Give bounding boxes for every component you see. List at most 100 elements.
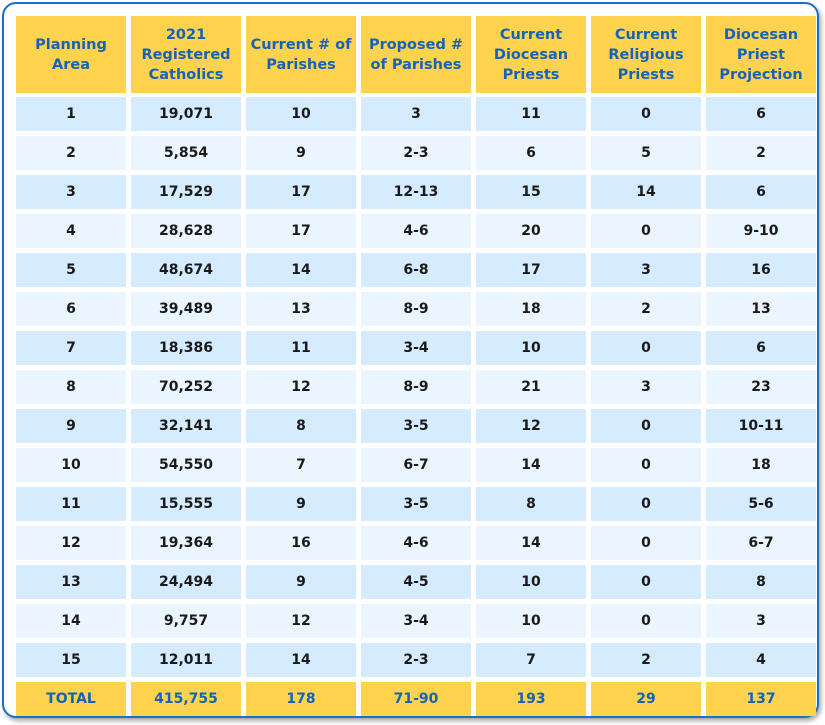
cell-registered-catholics: 28,628: [131, 214, 241, 248]
cell-current-religious-priests: 0: [591, 97, 701, 131]
cell-current-diocesan-priests: 20: [476, 214, 586, 248]
header-current-religious-priests: Current Religious Priests: [591, 16, 701, 93]
cell-registered-catholics: 5,854: [131, 136, 241, 170]
cell-current-parishes: 9: [246, 565, 356, 599]
cell-planning-area: 11: [16, 487, 126, 521]
total-label: TOTAL: [16, 682, 126, 716]
cell-diocesan-priest-projection: 5-6: [706, 487, 816, 521]
cell-planning-area: 13: [16, 565, 126, 599]
cell-registered-catholics: 70,252: [131, 370, 241, 404]
cell-current-diocesan-priests: 8: [476, 487, 586, 521]
cell-proposed-parishes: 8-9: [361, 292, 471, 326]
cell-planning-area: 10: [16, 448, 126, 482]
cell-registered-catholics: 39,489: [131, 292, 241, 326]
cell-current-diocesan-priests: 6: [476, 136, 586, 170]
cell-current-parishes: 17: [246, 175, 356, 209]
cell-proposed-parishes: 4-6: [361, 526, 471, 560]
cell-planning-area: 7: [16, 331, 126, 365]
cell-current-parishes: 12: [246, 370, 356, 404]
cell-current-parishes: 7: [246, 448, 356, 482]
header-current-parishes: Current # of Parishes: [246, 16, 356, 93]
cell-current-diocesan-priests: 11: [476, 97, 586, 131]
cell-proposed-parishes: 6-7: [361, 448, 471, 482]
cell-registered-catholics: 32,141: [131, 409, 241, 443]
cell-proposed-parishes: 12-13: [361, 175, 471, 209]
cell-current-diocesan-priests: 7: [476, 643, 586, 677]
header-diocesan-priest-projection: Diocesan Priest Projection: [706, 16, 816, 93]
cell-registered-catholics: 18,386: [131, 331, 241, 365]
cell-planning-area: 1: [16, 97, 126, 131]
cell-planning-area: 15: [16, 643, 126, 677]
cell-current-parishes: 16: [246, 526, 356, 560]
cell-current-parishes: 10: [246, 97, 356, 131]
total-current-parishes: 178: [246, 682, 356, 716]
total-proposed-parishes: 71-90: [361, 682, 471, 716]
total-current-diocesan-priests: 193: [476, 682, 586, 716]
cell-current-diocesan-priests: 10: [476, 604, 586, 638]
cell-diocesan-priest-projection: 9-10: [706, 214, 816, 248]
cell-current-diocesan-priests: 14: [476, 526, 586, 560]
cell-current-parishes: 17: [246, 214, 356, 248]
cell-current-diocesan-priests: 12: [476, 409, 586, 443]
cell-registered-catholics: 48,674: [131, 253, 241, 287]
cell-current-religious-priests: 0: [591, 526, 701, 560]
cell-planning-area: 5: [16, 253, 126, 287]
cell-diocesan-priest-projection: 2: [706, 136, 816, 170]
cell-current-parishes: 9: [246, 487, 356, 521]
cell-proposed-parishes: 2-3: [361, 643, 471, 677]
cell-current-religious-priests: 5: [591, 136, 701, 170]
cell-diocesan-priest-projection: 18: [706, 448, 816, 482]
cell-registered-catholics: 12,011: [131, 643, 241, 677]
cell-diocesan-priest-projection: 6: [706, 175, 816, 209]
total-registered-catholics: 415,755: [131, 682, 241, 716]
total-current-religious-priests: 29: [591, 682, 701, 716]
cell-planning-area: 3: [16, 175, 126, 209]
cell-diocesan-priest-projection: 13: [706, 292, 816, 326]
cell-diocesan-priest-projection: 10-11: [706, 409, 816, 443]
cell-current-religious-priests: 3: [591, 370, 701, 404]
cell-registered-catholics: 19,364: [131, 526, 241, 560]
cell-current-diocesan-priests: 10: [476, 565, 586, 599]
cell-registered-catholics: 54,550: [131, 448, 241, 482]
cell-diocesan-priest-projection: 6: [706, 331, 816, 365]
cell-planning-area: 9: [16, 409, 126, 443]
cell-diocesan-priest-projection: 3: [706, 604, 816, 638]
cell-current-diocesan-priests: 14: [476, 448, 586, 482]
cell-current-religious-priests: 0: [591, 604, 701, 638]
cell-diocesan-priest-projection: 6-7: [706, 526, 816, 560]
header-current-diocesan-priests: Current Diocesan Priests: [476, 16, 586, 93]
cell-proposed-parishes: 3-4: [361, 331, 471, 365]
cell-diocesan-priest-projection: 16: [706, 253, 816, 287]
cell-current-religious-priests: 0: [591, 565, 701, 599]
cell-current-religious-priests: 0: [591, 448, 701, 482]
cell-planning-area: 4: [16, 214, 126, 248]
header-planning-area: Planning Area: [16, 16, 126, 93]
cell-current-religious-priests: 0: [591, 214, 701, 248]
cell-current-religious-priests: 14: [591, 175, 701, 209]
cell-planning-area: 6: [16, 292, 126, 326]
cell-registered-catholics: 9,757: [131, 604, 241, 638]
cell-planning-area: 12: [16, 526, 126, 560]
cell-current-parishes: 14: [246, 643, 356, 677]
cell-diocesan-priest-projection: 6: [706, 97, 816, 131]
cell-diocesan-priest-projection: 23: [706, 370, 816, 404]
cell-current-religious-priests: 3: [591, 253, 701, 287]
cell-proposed-parishes: 4-6: [361, 214, 471, 248]
cell-proposed-parishes: 2-3: [361, 136, 471, 170]
cell-registered-catholics: 19,071: [131, 97, 241, 131]
cell-planning-area: 8: [16, 370, 126, 404]
cell-current-religious-priests: 2: [591, 643, 701, 677]
cell-proposed-parishes: 3-5: [361, 409, 471, 443]
cell-registered-catholics: 17,529: [131, 175, 241, 209]
total-diocesan-priest-projection: 137: [706, 682, 816, 716]
cell-proposed-parishes: 4-5: [361, 565, 471, 599]
cell-diocesan-priest-projection: 4: [706, 643, 816, 677]
cell-planning-area: 14: [16, 604, 126, 638]
cell-current-parishes: 8: [246, 409, 356, 443]
cell-proposed-parishes: 8-9: [361, 370, 471, 404]
cell-proposed-parishes: 3-5: [361, 487, 471, 521]
cell-proposed-parishes: 3: [361, 97, 471, 131]
cell-proposed-parishes: 3-4: [361, 604, 471, 638]
cell-registered-catholics: 24,494: [131, 565, 241, 599]
cell-diocesan-priest-projection: 8: [706, 565, 816, 599]
